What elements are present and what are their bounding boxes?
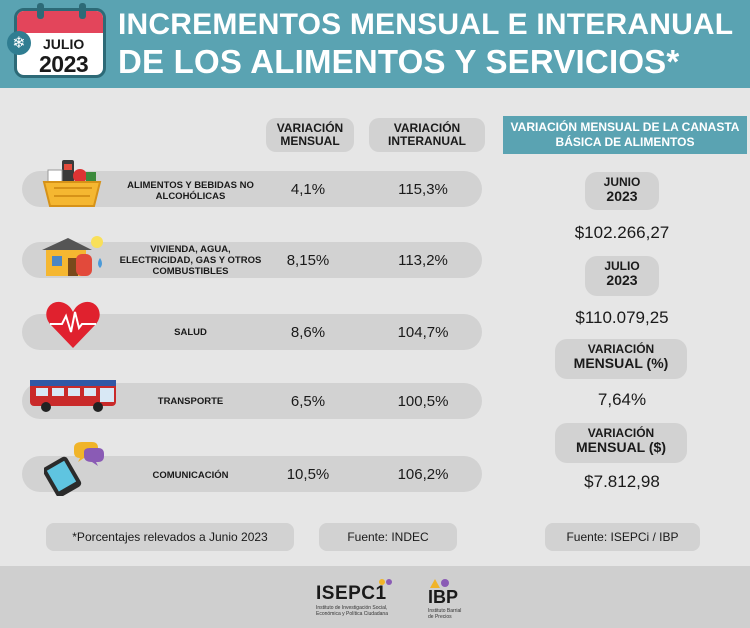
variacion-abs-label: VARIACIÓN MENSUAL ($)	[555, 423, 687, 463]
row-interanual: 106,2%	[397, 466, 449, 483]
julio-value: $110.079,25	[575, 308, 669, 327]
canasta-heading: VARIACIÓN MENSUAL DE LA CANASTA BÁSICA D…	[503, 116, 747, 154]
row-mensual: 6,5%	[290, 393, 326, 410]
isepci-logo: ISEPC1 Instituto de Investigación Social…	[316, 577, 396, 617]
footnote: *Porcentajes relevados a Junio 2023	[46, 523, 294, 551]
julio-label: JULIO 2023	[585, 256, 659, 296]
ibp-logo: IBP Instituto Barrial de Precios	[428, 577, 468, 620]
source-isepci: Fuente: ISEPCi / IBP	[545, 523, 700, 551]
row-mensual: 8,6%	[290, 324, 326, 341]
row-interanual: 113,2%	[398, 252, 448, 269]
junio-value: $102.266,27	[574, 223, 670, 242]
variacion-pct-value: 7,64%	[597, 390, 647, 409]
ibp-shapes-icon	[430, 579, 449, 588]
header-banner: ❄ JULIO 2023 INCREMENTOS MENSUAL E INTER…	[0, 0, 750, 88]
row-label: ALIMENTOS Y BEBIDAS NO ALCOHÓLICAS	[127, 180, 254, 202]
logo-dots-icon	[379, 579, 392, 585]
column-header-interanual: VARIACIÓN INTERANUAL	[369, 118, 485, 152]
row-mensual: 8,15%	[286, 252, 330, 269]
row-mensual: 4,1%	[290, 181, 326, 198]
variacion-abs-value: $7.812,98	[584, 472, 660, 491]
table-row	[22, 456, 482, 492]
grocery-basket-icon	[42, 160, 102, 207]
smartphone-chat-icon	[44, 442, 104, 496]
row-mensual: 10,5%	[286, 466, 330, 483]
calendar-year: 2023	[39, 51, 89, 77]
row-label: VIVIENDA, AGUA, ELECTRICIDAD, GAS Y OTRO…	[119, 244, 262, 277]
row-interanual: 100,5%	[397, 393, 449, 410]
snowflake-icon: ❄	[7, 31, 31, 55]
row-interanual: 115,3%	[398, 181, 448, 198]
row-interanual: 104,7%	[397, 324, 449, 341]
house-utilities-icon	[42, 236, 103, 276]
calendar-icon: ❄ JULIO 2023	[7, 3, 106, 78]
row-label: SALUD	[174, 327, 207, 338]
calendar-month: JULIO	[43, 36, 85, 52]
table-row	[22, 242, 482, 278]
variacion-pct-label: VARIACIÓN MENSUAL (%)	[555, 339, 687, 379]
footer-bar	[0, 566, 750, 628]
junio-label: JUNIO 2023	[585, 172, 659, 210]
row-label: TRANSPORTE	[157, 396, 224, 407]
heart-pulse-icon	[46, 301, 100, 348]
source-indec: Fuente: INDEC	[319, 523, 457, 551]
table-row	[22, 314, 482, 350]
bus-icon	[30, 380, 116, 412]
row-label: COMUNICACIÓN	[152, 470, 229, 481]
column-header-mensual: VARIACIÓN MENSUAL	[266, 118, 354, 152]
page-title: INCREMENTOS MENSUAL E INTERANUAL DE LOS …	[118, 8, 734, 80]
